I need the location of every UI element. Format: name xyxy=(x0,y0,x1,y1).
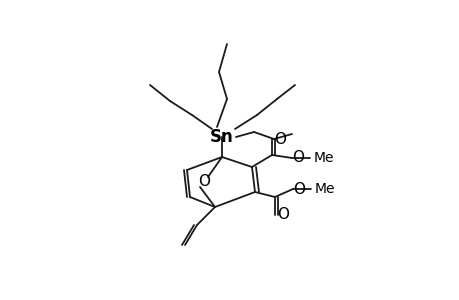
Text: Sn: Sn xyxy=(210,128,233,146)
Text: O: O xyxy=(276,208,288,223)
Text: O: O xyxy=(197,175,210,190)
Text: O: O xyxy=(292,182,304,196)
Text: O: O xyxy=(291,151,303,166)
Text: Me: Me xyxy=(313,151,334,165)
Text: Me: Me xyxy=(314,182,335,196)
Text: O: O xyxy=(274,131,285,146)
